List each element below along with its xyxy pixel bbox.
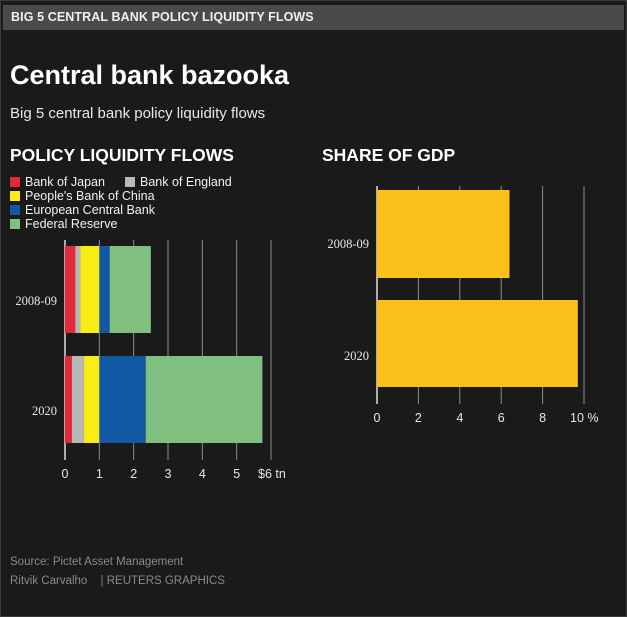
bar-segment-bank-of-england: [75, 246, 81, 333]
bar-segment-bank-of-japan: [65, 356, 72, 443]
liquidity-chart-title: POLICY LIQUIDITY FLOWS: [10, 145, 234, 165]
bar-segment-bank-of-england: [71, 356, 84, 443]
gdp-tick-label: 10 %: [570, 411, 599, 425]
gdp-tick-label: 8: [539, 411, 546, 425]
legend-swatch: [125, 177, 135, 187]
legend-label: Bank of Japan: [25, 175, 105, 189]
liquidity-tick-label: $6 tn: [258, 467, 286, 481]
legend-swatch: [10, 205, 20, 215]
legend-label: People's Bank of China: [25, 189, 155, 203]
gdp-tick-label: 4: [456, 411, 463, 425]
legend-swatch: [10, 177, 20, 187]
header-bar-label: BIG 5 CENTRAL BANK POLICY LIQUIDITY FLOW…: [11, 10, 314, 24]
gdp-category-label: 2008-09: [327, 237, 369, 251]
bar-segment-people-s-bank-of-china: [83, 356, 100, 443]
author-credit: Ritvik Carvalho | REUTERS GRAPHICS: [10, 575, 225, 587]
gdp-tick-label: 2: [415, 411, 422, 425]
gdp-bar: [377, 190, 510, 278]
bar-segment-european-central-bank: [99, 246, 110, 333]
gdp-chart-title: SHARE OF GDP: [322, 145, 456, 165]
bar-segment-bank-of-japan: [65, 246, 76, 333]
liquidity-tick-label: 4: [199, 467, 206, 481]
gdp-category-label: 2020: [344, 349, 369, 363]
legend-swatch: [10, 219, 20, 229]
legend-label: European Central Bank: [25, 203, 155, 217]
bar-segment-european-central-bank: [99, 356, 146, 443]
liquidity-tick-label: 2: [130, 467, 137, 481]
liquidity-tick-label: 0: [62, 467, 69, 481]
header-bar: BIG 5 CENTRAL BANK POLICY LIQUIDITY FLOW…: [3, 5, 624, 30]
liquidity-category-label: 2008-09: [15, 294, 57, 308]
legend-label: Federal Reserve: [25, 217, 118, 231]
author-name: Ritvik Carvalho: [10, 575, 88, 587]
bar-segment-federal-reserve: [109, 246, 151, 333]
liquidity-tick-label: 5: [233, 467, 240, 481]
liquidity-category-label: 2020: [32, 404, 57, 418]
agency-name: | REUTERS GRAPHICS: [100, 575, 225, 587]
source-note: Source: Pictet Asset Management: [10, 556, 184, 568]
liquidity-tick-label: 3: [165, 467, 172, 481]
gdp-bar: [377, 300, 578, 387]
legend-swatch: [10, 191, 20, 201]
bar-segment-federal-reserve: [145, 356, 263, 443]
gdp-tick-label: 0: [374, 411, 381, 425]
legend-label: Bank of England: [140, 175, 232, 189]
bar-segment-people-s-bank-of-china: [80, 246, 100, 333]
gdp-tick-label: 6: [498, 411, 505, 425]
page-subtitle: Big 5 central bank policy liquidity flow…: [10, 105, 266, 122]
page-title: Central bank bazooka: [10, 60, 290, 90]
liquidity-tick-label: 1: [96, 467, 103, 481]
